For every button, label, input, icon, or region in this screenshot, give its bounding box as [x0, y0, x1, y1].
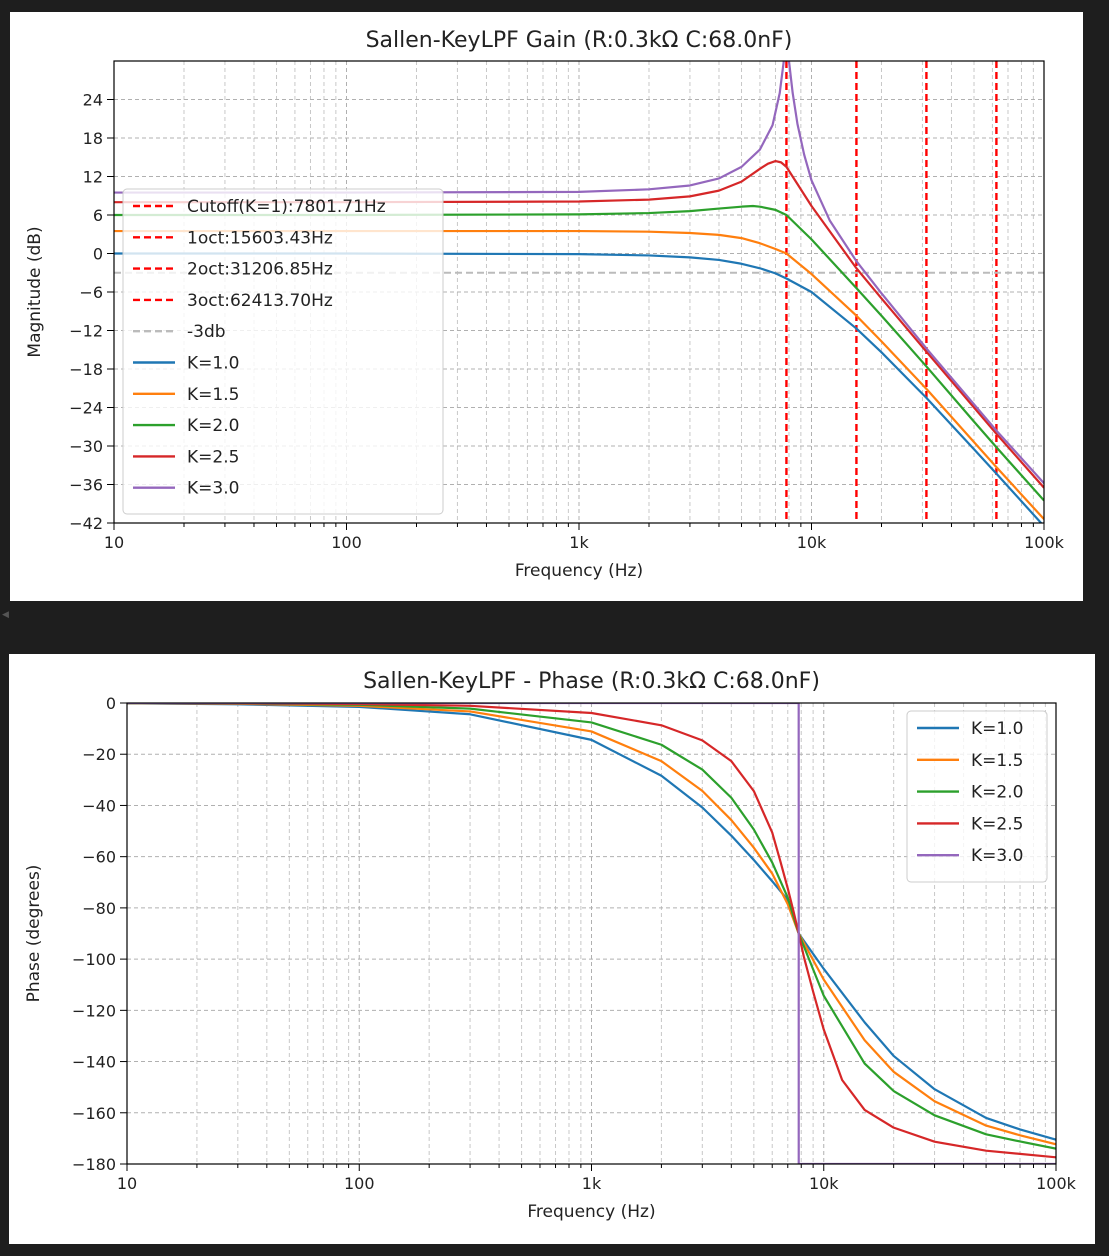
y-axis: 24 18 12 6 0 −6 −12 −18 −24 −30 −36 −42 — [69, 91, 114, 533]
legend-label: -3db — [187, 322, 226, 342]
chart-title: Sallen-KeyLPF Gain (R:0.3kΩ C:68.0nF) — [366, 28, 793, 53]
x-axis: 10 100 1k 10k 100k — [117, 1164, 1077, 1193]
x-axis: 10 100 1k 10k 100k — [104, 523, 1065, 552]
x-axis-label: Frequency (Hz) — [515, 561, 643, 581]
series-line-K-2-0 — [127, 703, 1056, 1150]
y-tick-label: −80 — [82, 899, 116, 918]
x-tick-label: 1k — [582, 1174, 602, 1193]
legend-label: Cutoff(K=1):7801.71Hz — [187, 197, 386, 217]
series-line-K-2-5 — [127, 703, 1056, 1159]
x-tick-label: 10 — [104, 533, 124, 552]
series-line-K-1-5 — [114, 229, 1044, 520]
plot-area — [127, 703, 1056, 1164]
legend: Cutoff(K=1):7801.71Hz 1oct:15603.43Hz 2oct… — [122, 188, 444, 515]
series-line-K-3-0 — [127, 703, 1056, 1164]
legend-label: K=3.0 — [971, 846, 1023, 866]
legend-label: 3oct:62413.70Hz — [187, 291, 333, 311]
x-tick-label: 100k — [1036, 1174, 1077, 1193]
legend-label: K=1.0 — [971, 719, 1023, 739]
series-line-K-2-0 — [114, 204, 1044, 502]
legend-label: K=2.5 — [971, 814, 1023, 834]
legend-label: K=1.0 — [187, 354, 239, 374]
legend-label: K=2.5 — [187, 447, 239, 467]
series-line-K-2-5 — [114, 160, 1044, 489]
y-tick-label: −24 — [69, 399, 103, 418]
gain-chart-panel: 10 100 1k 10k 100k 24 18 12 6 0 −6 −12 −18 −24 −30 −36 −… — [10, 12, 1083, 601]
legend-label: K=2.0 — [187, 416, 239, 436]
gain-chart: 10 100 1k 10k 100k 24 18 12 6 0 −6 −12 −18 −24 −30 −36 −… — [25, 28, 1065, 581]
x-tick-label: 10k — [797, 533, 827, 552]
x-tick-label: 1k — [569, 533, 589, 552]
x-tick-label: 100k — [1024, 533, 1065, 552]
y-tick-label: −60 — [82, 848, 116, 867]
y-tick-label: 18 — [83, 129, 103, 148]
y-tick-label: −140 — [72, 1053, 116, 1072]
x-tick-label: 10 — [117, 1174, 137, 1193]
legend-label: 1oct:15603.43Hz — [187, 228, 333, 248]
series-line-K-3-0 — [114, 61, 1044, 484]
y-tick-label: −120 — [72, 1001, 116, 1020]
y-tick-label: 0 — [93, 245, 103, 264]
legend-label: 2oct:31206.85Hz — [187, 260, 333, 280]
series-line-K-1-0 — [114, 252, 1043, 523]
series-line-K-1-0 — [127, 703, 1056, 1141]
x-axis-label: Frequency (Hz) — [527, 1202, 655, 1222]
y-tick-label: −6 — [79, 283, 103, 302]
y-tick-label: −36 — [69, 476, 103, 495]
y-tick-label: −30 — [69, 437, 103, 456]
y-tick-label: −20 — [82, 745, 116, 764]
y-tick-label: −160 — [72, 1104, 116, 1123]
legend-label: K=1.5 — [187, 385, 239, 405]
legend-label: K=3.0 — [187, 479, 239, 499]
y-tick-label: −42 — [69, 514, 103, 533]
x-tick-label: 100 — [331, 533, 362, 552]
scroll-left-arrow-icon[interactable]: ◀ — [2, 610, 9, 620]
x-tick-label: 100 — [344, 1174, 375, 1193]
y-tick-label: 24 — [83, 91, 103, 110]
legend-box — [906, 710, 1048, 883]
plot-area — [114, 61, 1044, 523]
legend: K=1.0 K=1.5 K=2.0 K=2.5 K=3.0 — [906, 710, 1048, 883]
y-tick-label: 6 — [93, 206, 103, 225]
y-axis-label: Phase (degrees) — [24, 865, 44, 1003]
legend-label: K=1.5 — [971, 751, 1023, 771]
series-line-K-1-5 — [127, 703, 1056, 1146]
x-tick-label: 10k — [809, 1174, 839, 1193]
y-tick-label: −40 — [82, 796, 116, 815]
legend-box — [122, 188, 444, 515]
y-axis-label: Magnitude (dB) — [25, 226, 45, 357]
chart-title: Sallen-KeyLPF - Phase (R:0.3kΩ C:68.0nF) — [363, 669, 820, 694]
y-axis: 0 −20 −40 −60 −80 −100 −120 −140 −160 −180 — [72, 694, 127, 1174]
y-tick-label: 12 — [83, 168, 103, 187]
y-tick-label: −180 — [72, 1155, 116, 1174]
y-tick-label: 0 — [106, 694, 116, 713]
y-tick-label: −18 — [69, 360, 103, 379]
legend-label: K=2.0 — [971, 783, 1023, 803]
y-tick-label: −12 — [69, 322, 103, 341]
phase-chart: 10 100 1k 10k 100k 0 −20 −40 −60 −80 −100 −120 −140 −… — [24, 669, 1077, 1222]
phase-chart-panel: 10 100 1k 10k 100k 0 −20 −40 −60 −80 −100 −120 −140 −… — [9, 654, 1095, 1244]
y-tick-label: −100 — [72, 950, 116, 969]
